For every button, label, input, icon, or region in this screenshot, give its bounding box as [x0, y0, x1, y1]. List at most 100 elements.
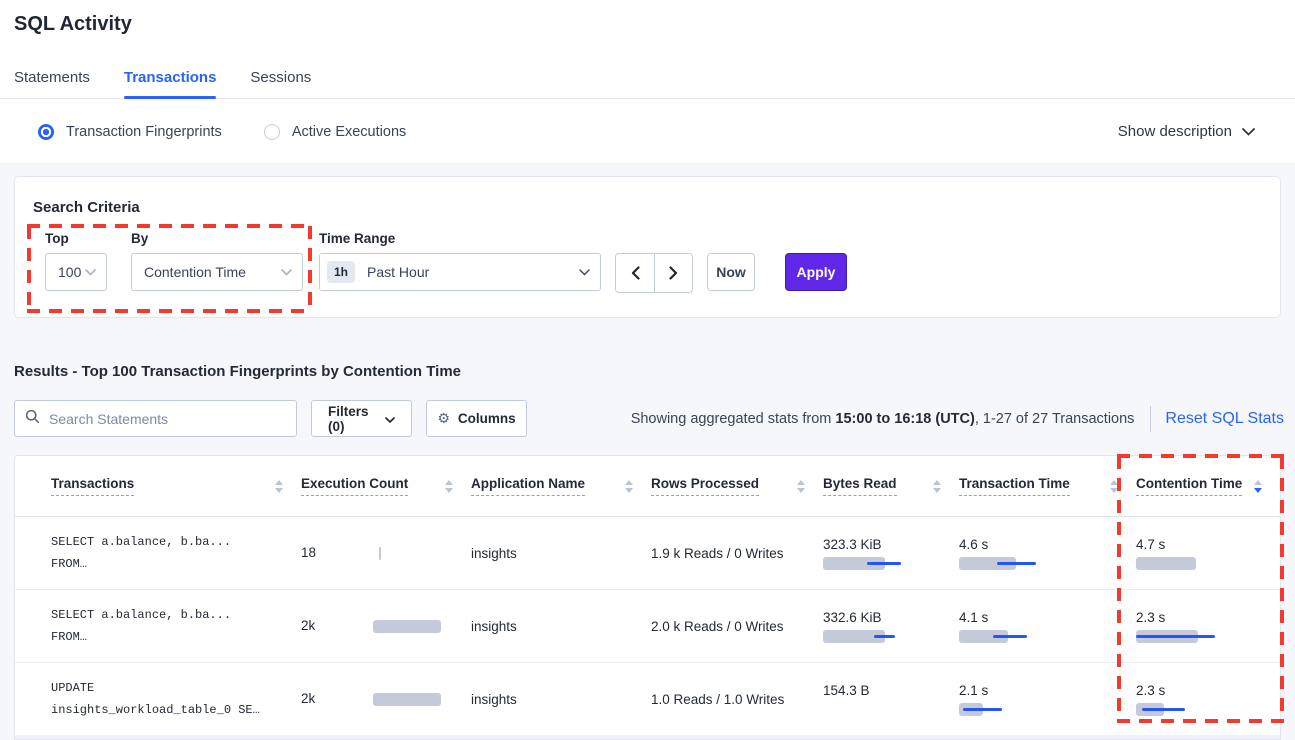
view-toggle-row: Transaction Fingerprints Active Executio…	[0, 100, 1295, 164]
execution-count-value: 2k	[301, 690, 316, 706]
radio-unselected-icon	[263, 123, 280, 140]
apply-button[interactable]: Apply	[785, 253, 847, 291]
table-body: SELECT a.balance, b.ba... FROM… 18 insig…	[15, 517, 1280, 736]
tab-bar: Statements Transactions Sessions	[14, 69, 345, 99]
bar-stddev-line	[1136, 634, 1215, 638]
tab-sessions[interactable]: Sessions	[250, 69, 312, 86]
chevron-down-icon	[1242, 127, 1255, 136]
contention-time-value: 4.7 s	[1136, 536, 1166, 552]
column-header-contention-time[interactable]: Contention Time	[1136, 476, 1280, 496]
columns-label: Columns	[457, 411, 516, 426]
column-header-execution-count[interactable]: Execution Count	[301, 476, 471, 496]
radio-label: Active Executions	[291, 123, 407, 140]
tab-statements[interactable]: Statements	[14, 69, 90, 86]
chevron-down-icon	[579, 268, 590, 276]
column-header-bytes-read[interactable]: Bytes Read	[823, 476, 959, 496]
now-button[interactable]: Now	[707, 253, 755, 291]
search-criteria-card: Search Criteria Top 100 By Contention Ti…	[14, 176, 1281, 318]
bar-mean	[1136, 556, 1196, 570]
execution-count-value: 18	[301, 544, 317, 560]
sort-icon	[275, 479, 283, 493]
transaction-time-value: 4.1 s	[959, 609, 989, 625]
transactions-table: Transactions Execution Count Application…	[14, 455, 1281, 740]
table-row[interactable]: SELECT a.balance, b.ba... FROM… 2k insig…	[15, 590, 1280, 663]
table-row[interactable]: SELECT a.balance, b.ba... FROM… 18 insig…	[15, 517, 1280, 590]
show-description-toggle[interactable]: Show description	[1118, 123, 1255, 140]
transaction-query-cell[interactable]: SELECT a.balance, b.ba... FROM…	[51, 531, 301, 575]
bytes-read-cell: 332.6 KiB	[823, 610, 959, 643]
time-range-label: Time Range	[319, 231, 396, 246]
application-name-cell: insights	[471, 618, 517, 634]
rows-processed-cell: 2.0 k Reads / 0 Writes	[651, 618, 784, 634]
bytes-read-value: 154.3 B	[823, 682, 870, 698]
tab-transactions[interactable]: Transactions	[123, 69, 216, 99]
gear-icon: ⚙	[437, 410, 450, 426]
time-range-value: Past Hour	[367, 264, 430, 280]
transaction-query-cell[interactable]: SELECT a.balance, b.ba... FROM…	[51, 604, 301, 648]
column-header-transaction-time[interactable]: Transaction Time	[959, 476, 1136, 496]
bar-stddev-line	[997, 561, 1036, 565]
bytes-read-cell: 154.3 B	[823, 683, 959, 716]
search-icon	[25, 409, 40, 429]
contention-time-bar	[1136, 702, 1280, 716]
bytes-read-bar	[823, 703, 959, 716]
column-header-rows-processed[interactable]: Rows Processed	[651, 476, 823, 496]
transaction-time-cell: 4.6 s	[959, 537, 1136, 570]
transaction-time-bar	[959, 556, 1136, 570]
search-statements-input[interactable]	[49, 410, 286, 427]
bytes-read-value: 332.6 KiB	[823, 609, 882, 625]
transaction-time-bar	[959, 702, 1136, 716]
bar-mean	[823, 629, 885, 643]
bytes-read-value: 323.3 KiB	[823, 536, 882, 552]
filters-label: Filters (0)	[328, 403, 369, 434]
column-header-application-name[interactable]: Application Name	[471, 476, 651, 496]
bar-mean	[959, 629, 1008, 643]
execution-count-cell: 18	[301, 544, 471, 560]
by-label: By	[131, 231, 149, 246]
table-row[interactable]: UPDATE insights_workload_table_0 SE… 2k …	[15, 663, 1280, 736]
page-title: SQL Activity	[14, 13, 132, 35]
bar-stddev-line	[993, 634, 1027, 638]
sort-icon	[1254, 479, 1262, 493]
time-range-select[interactable]: 1h Past Hour	[319, 253, 601, 291]
search-statements-box	[14, 400, 297, 437]
bottom-strip	[15, 735, 1280, 739]
query-line-1: UPDATE	[51, 680, 95, 695]
transaction-time-value: 4.6 s	[959, 536, 989, 552]
radio-transaction-fingerprints[interactable]: Transaction Fingerprints	[38, 123, 222, 140]
search-criteria-heading: Search Criteria	[33, 199, 140, 216]
transaction-time-value: 2.1 s	[959, 682, 989, 698]
contention-time-cell: 4.7 s	[1136, 537, 1280, 570]
filters-button[interactable]: Filters (0)	[311, 400, 412, 437]
reset-sql-stats-link[interactable]: Reset SQL Stats	[1165, 409, 1284, 427]
next-time-button[interactable]	[654, 254, 692, 292]
execution-count-bar	[373, 619, 441, 633]
radio-active-executions[interactable]: Active Executions	[263, 123, 407, 140]
bar-mean	[823, 556, 885, 570]
transaction-query-cell[interactable]: UPDATE insights_workload_table_0 SE…	[51, 677, 301, 721]
time-nav-group	[615, 253, 693, 293]
radio-label: Transaction Fingerprints	[66, 123, 222, 140]
application-name-cell: insights	[471, 691, 517, 707]
rows-processed-cell: 1.0 Reads / 1.0 Writes	[651, 691, 785, 707]
contention-time-value: 2.3 s	[1136, 682, 1166, 698]
sort-icon	[445, 479, 453, 493]
bar-stddev-line	[867, 561, 901, 565]
top-select[interactable]: 100	[45, 253, 107, 291]
bar-stddev-line	[874, 634, 895, 638]
bar-stddev-line	[963, 707, 1002, 711]
column-header-transactions[interactable]: Transactions	[51, 476, 301, 496]
results-toolbar: Filters (0) ⚙ Columns Showing aggregated…	[14, 400, 1284, 437]
columns-button[interactable]: ⚙ Columns	[426, 400, 527, 437]
execution-count-cell: 2k	[301, 690, 471, 706]
bar-mean	[959, 556, 1016, 570]
previous-time-button[interactable]	[616, 254, 654, 292]
chevron-down-icon	[385, 411, 395, 426]
aggregated-stats-text: Showing aggregated stats from 15:00 to 1…	[630, 410, 1135, 427]
show-description-label: Show description	[1117, 123, 1232, 140]
sort-icon	[1110, 479, 1118, 493]
sort-icon	[933, 479, 941, 493]
transaction-time-cell: 2.1 s	[959, 683, 1136, 716]
by-select[interactable]: Contention Time	[131, 253, 303, 291]
execution-count-bar	[373, 692, 441, 706]
